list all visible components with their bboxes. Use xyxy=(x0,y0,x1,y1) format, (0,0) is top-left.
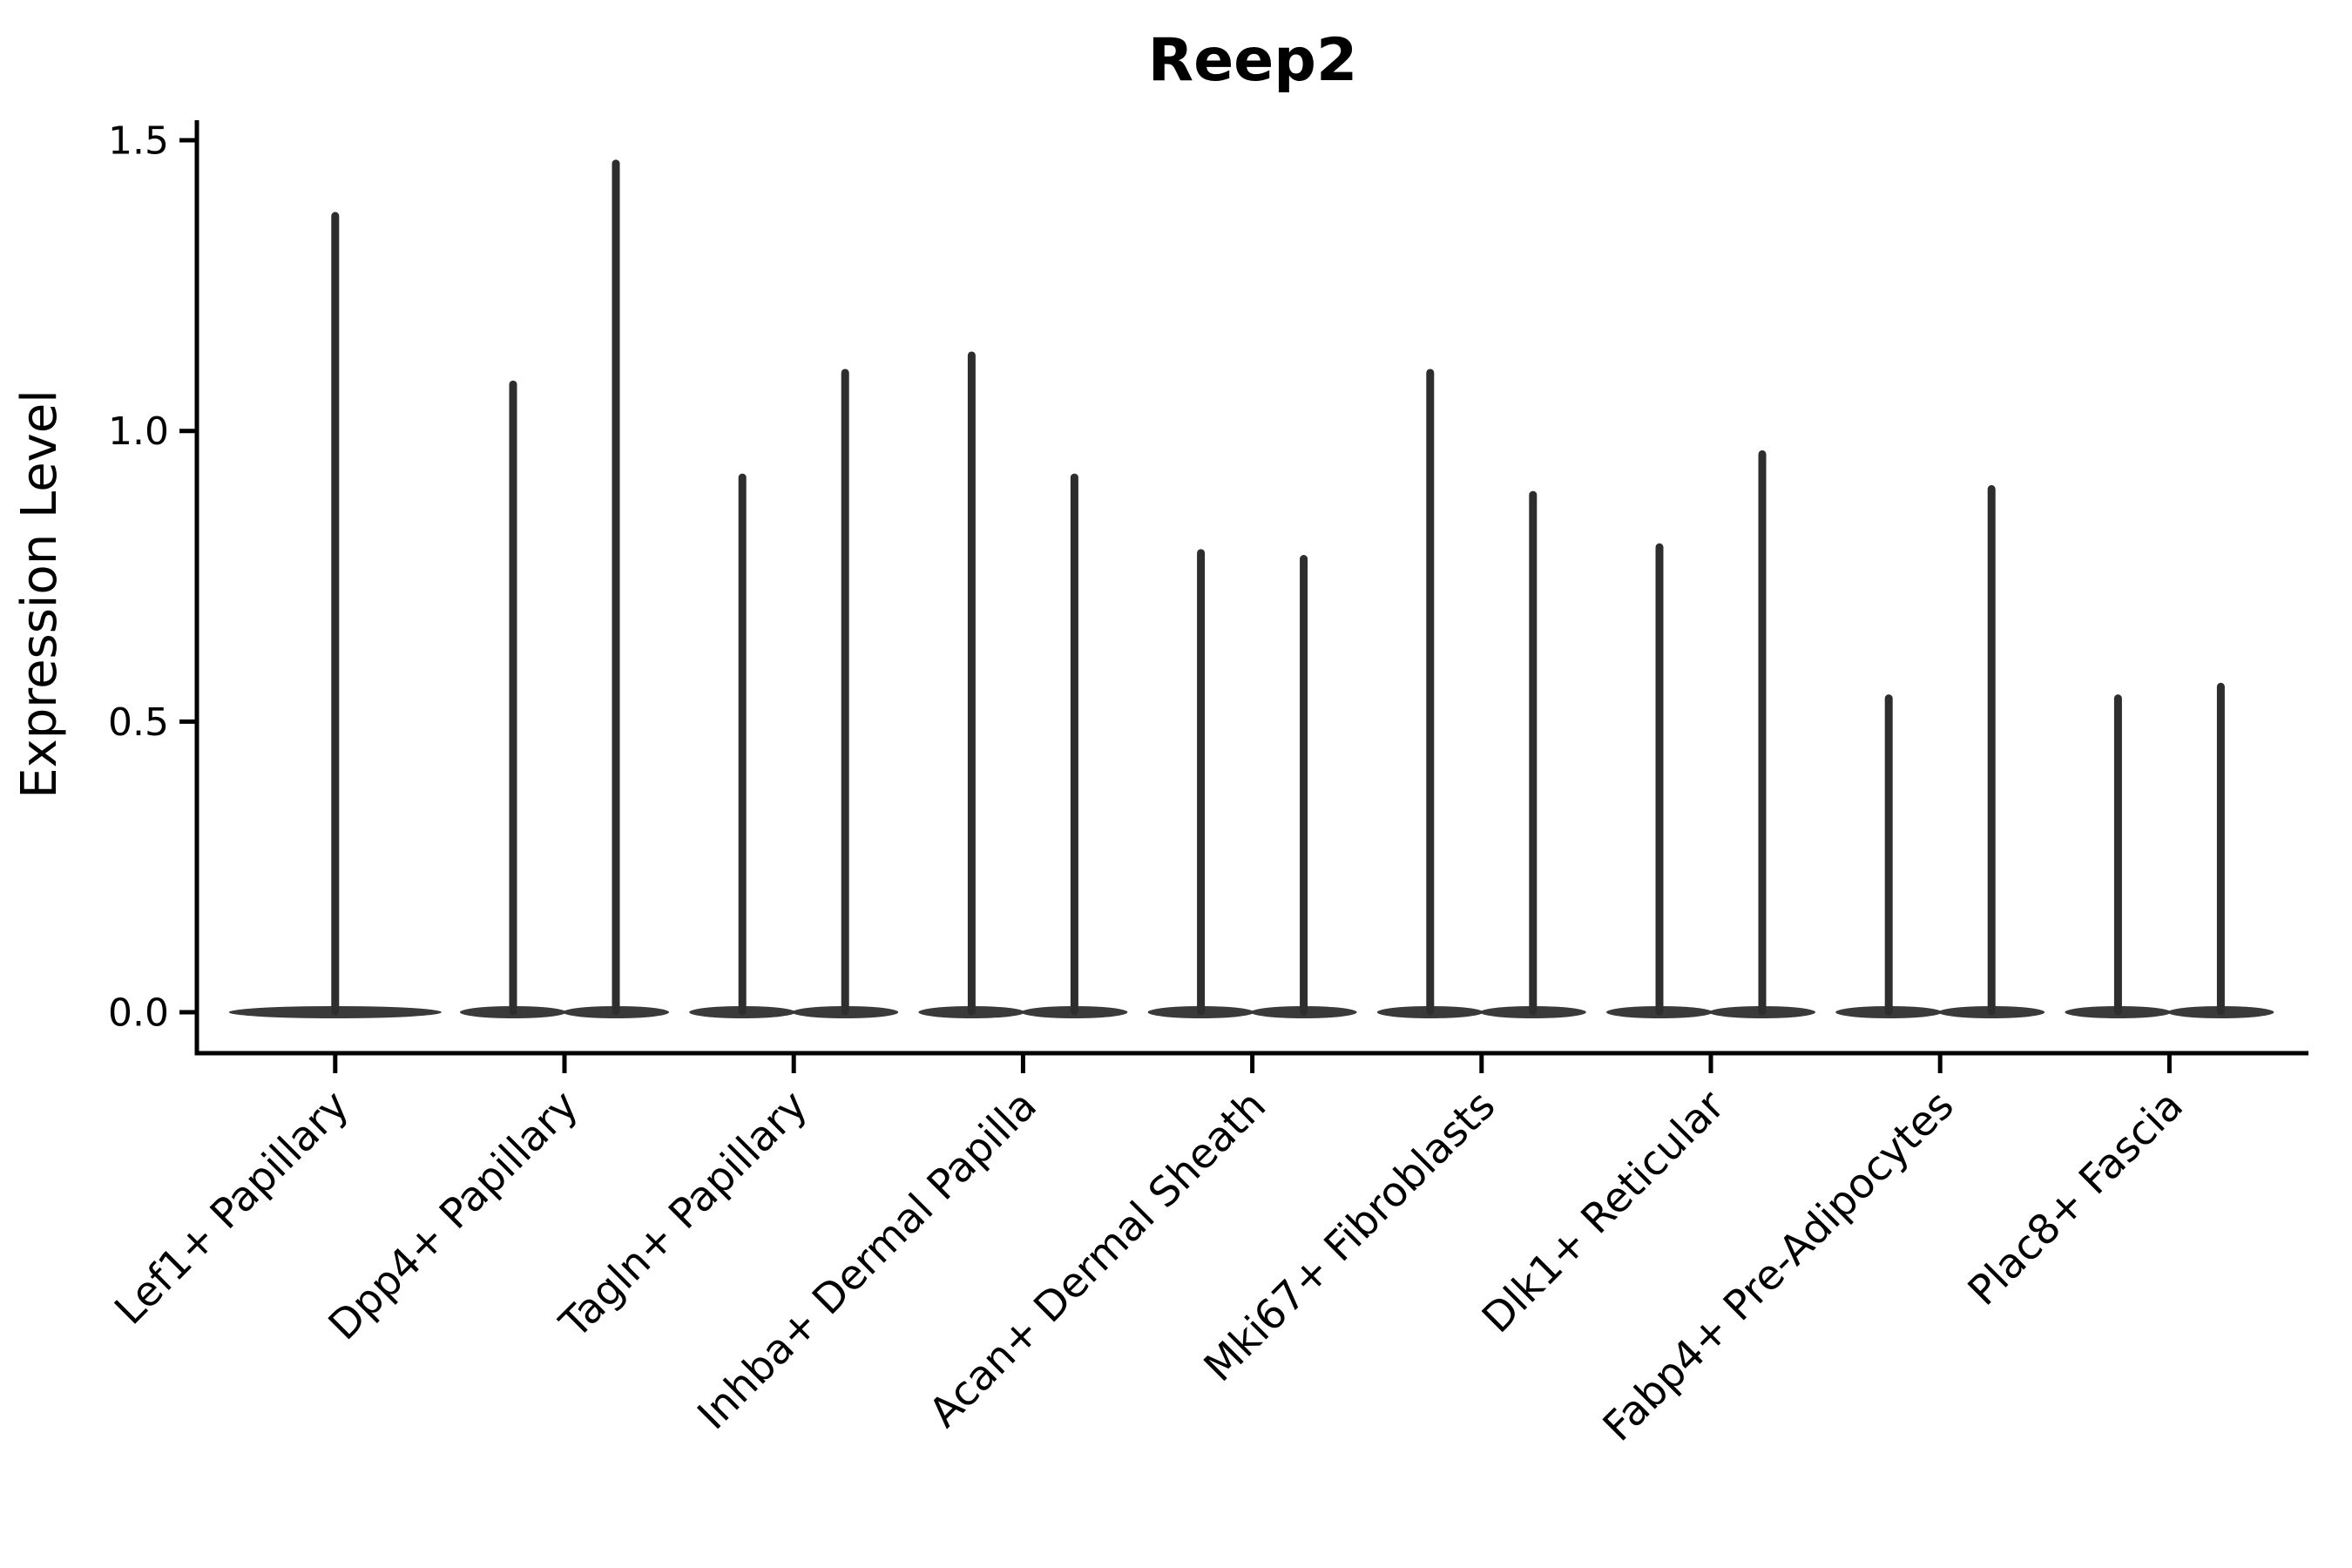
y-tick-label: 0.5 xyxy=(108,700,169,745)
y-axis-title: Expression Level xyxy=(11,389,68,799)
y-tick-label: 1.0 xyxy=(108,409,169,454)
violins-layer xyxy=(228,159,2274,1018)
y-axis-ticks: 0.0 0.5 1.0 1.5 xyxy=(108,118,197,1035)
y-tick-label: 0.0 xyxy=(108,990,169,1035)
x-tick-label: Tagln+ Papillary xyxy=(551,1082,817,1348)
chart-title: Reep2 xyxy=(1148,26,1358,95)
y-tick-label: 1.5 xyxy=(108,118,169,163)
x-tick-label: Lef1+ Papillary xyxy=(105,1082,358,1335)
x-tick-label: Plac8+ Fascia xyxy=(1959,1082,2193,1315)
x-tick-label: Dlk1+ Reticular xyxy=(1473,1081,1734,1342)
x-tick-label: Dpp4+ Papillary xyxy=(320,1082,588,1350)
